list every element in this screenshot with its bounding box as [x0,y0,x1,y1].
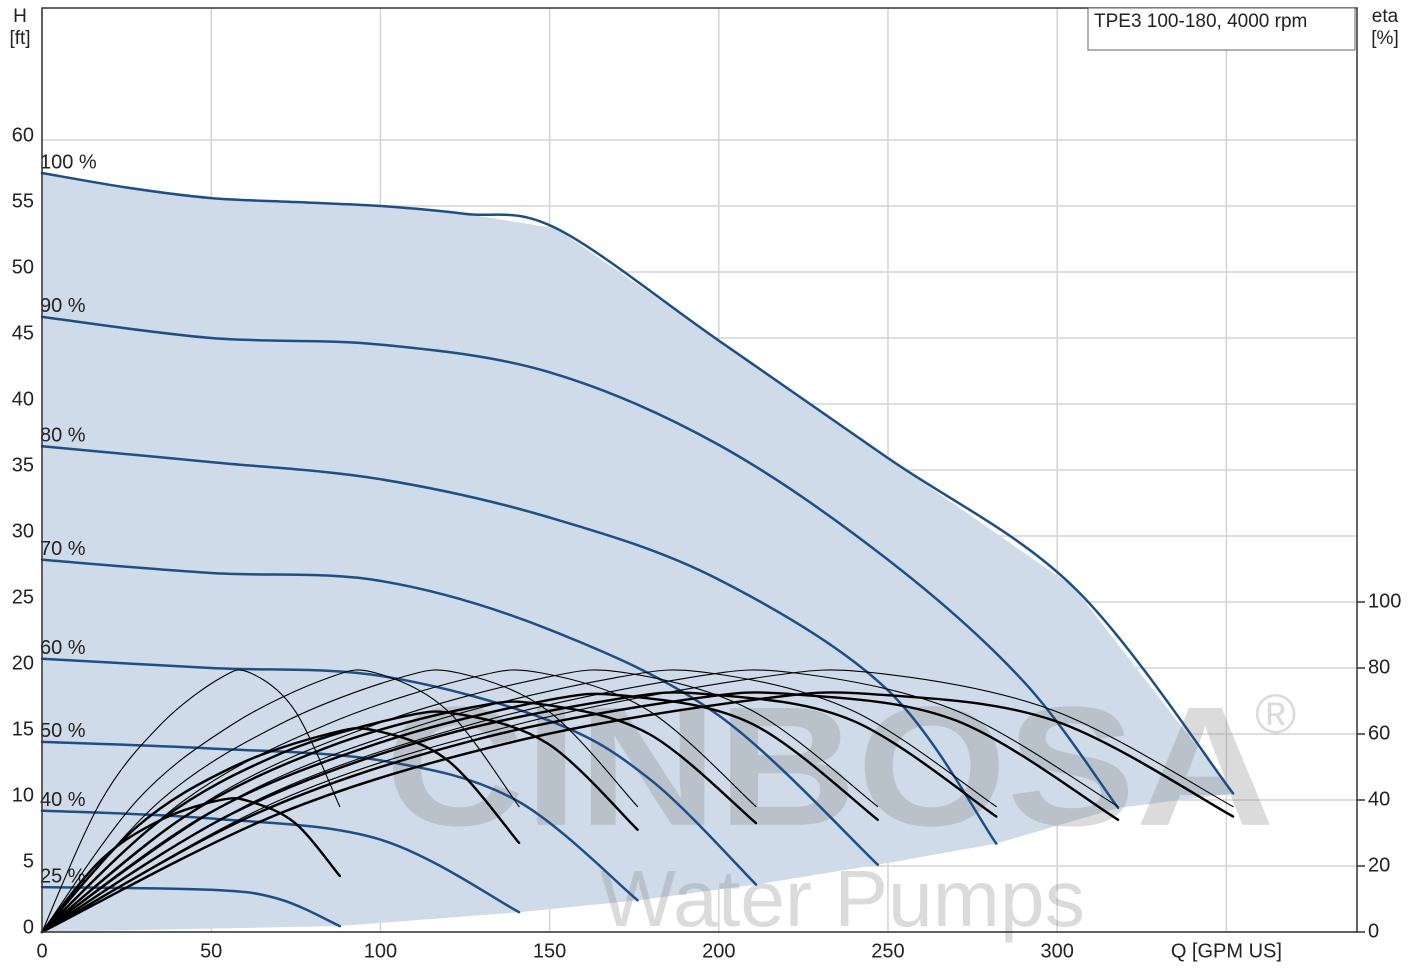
plot-frame [41,7,1358,933]
y-tick-label: 0 [23,916,34,938]
efficiency-curve [40,727,521,934]
efficiency-curve [40,692,879,934]
curve-label: 100 % [40,151,97,173]
curve-label: 25 % [40,865,86,887]
y2-axis-label: eta [1372,6,1399,27]
y-tick-label: 60 [12,124,34,146]
y-tick-label: 55 [12,190,34,212]
x-tick-label: Q [GPM US] [1171,940,1282,962]
y-tick-label: 45 [12,322,34,344]
head-curve [40,885,342,928]
curve-label: 70 % [40,538,86,560]
x-tick-label: 50 [200,940,222,962]
curve-label: 90 % [40,295,86,317]
head-curve [40,558,880,866]
curve-label: 60 % [40,637,86,659]
head-curve [40,444,998,845]
efficiency-curve [40,691,1235,934]
x-tick-label: 300 [1040,940,1073,962]
y-tick-label: 50 [12,256,34,278]
y2-tick-label: 60 [1368,722,1390,744]
y2-tick-label: 0 [1368,920,1379,942]
x-tick-label: 0 [36,940,47,962]
head-curve [40,657,758,886]
curve-label: 40 % [40,789,86,811]
y-tick-label: 5 [23,850,34,872]
y-tick-label: 25 [12,586,34,608]
curve-label: 80 % [40,425,86,447]
y-axis-label: H [13,6,27,27]
y-tick-label: 40 [12,388,34,410]
title-box [1087,7,1356,51]
efficiency-curve [40,710,639,934]
efficiency-curve [40,691,1120,934]
chart-title: TPE3 100-180, 4000 rpm [1094,11,1307,32]
efficiency-curve [40,691,998,934]
efficiency-curve [40,796,341,934]
y-tick-label: 30 [12,520,34,542]
x-tick-label: 250 [871,940,904,962]
y-tick-label: 15 [12,718,34,740]
y2-tick-label: 100 [1368,590,1401,612]
x-tick-label: 150 [533,940,566,962]
efficiency-curve [40,700,758,934]
head-curve [40,171,1235,795]
watermark-tagline: Water Pumps [600,854,1085,943]
curve-label: 50 % [40,720,86,742]
y2-tick-label: 20 [1368,854,1390,876]
y-tick-label: 35 [12,454,34,476]
efficiency-curve [41,669,341,933]
x-tick-label: 200 [702,940,735,962]
efficiency-curve [41,669,1234,933]
y2-axis-label: [%] [1371,28,1398,49]
head-curve [40,740,639,902]
efficiency-curve [41,669,757,933]
x-tick-label: 100 [364,940,397,962]
head-curve [40,315,1120,810]
watermark-mark: ® [1255,682,1296,745]
y-tick-label: 20 [12,652,34,674]
y2-tick-label: 80 [1368,656,1390,678]
y-axis-label: [ft] [9,28,30,49]
y2-tick-label: 40 [1368,788,1390,810]
efficiency-curve [41,669,520,933]
y-tick-label: 10 [12,784,34,806]
head-curve [40,809,521,914]
